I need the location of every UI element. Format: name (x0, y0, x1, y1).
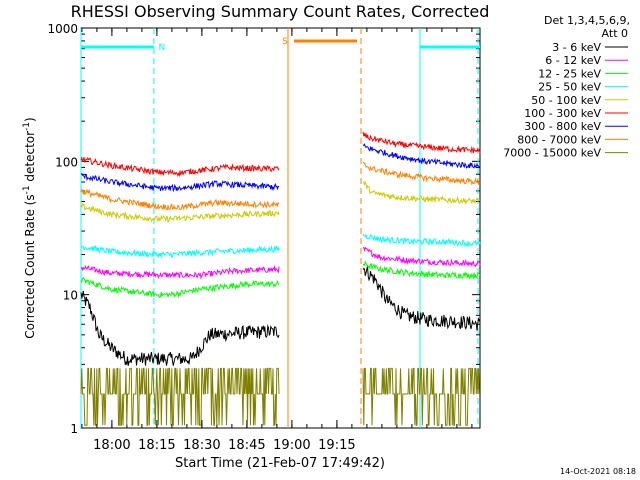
series-12-25kev (80, 260, 481, 299)
series-line (362, 180, 481, 204)
y-axis-label-main: Corrected Count Rate (s (23, 194, 37, 338)
y-tick-label: 100 (55, 155, 78, 169)
date-stamp: 14-Oct-2021 08:18 (560, 467, 636, 476)
series-line (80, 173, 280, 193)
annotation-label: N (159, 43, 166, 53)
x-tick-label: 19:00 (273, 438, 310, 453)
svg-text:Corrected Count Rate (s-1 dete: Corrected Count Rate (s-1 detector-1) (22, 117, 37, 338)
series-line (80, 156, 280, 178)
legend-header-2: Att 0 (602, 27, 628, 40)
series-line (81, 245, 280, 259)
legend-header-1: Det 1,3,4,5,6,9, (544, 14, 630, 27)
series-100-300kev (80, 131, 481, 178)
series-800-7000kev (80, 161, 481, 211)
series-line (362, 143, 481, 169)
y-tick-label: 1 (70, 422, 78, 436)
series-line (362, 367, 480, 426)
x-tick-label: 18:00 (93, 438, 130, 453)
annotation-label: S (282, 37, 288, 47)
x-axis-label: Start Time (21-Feb-07 17:49:42) (175, 456, 385, 471)
y-axis-label: Corrected Count Rate (s-1 detector-1) (22, 117, 37, 338)
series-line (80, 367, 280, 426)
x-tick-label: 19:15 (318, 438, 355, 453)
y-axis-label-mid: detector (23, 131, 37, 186)
x-tick-label: 18:45 (228, 438, 265, 453)
series-line (80, 202, 280, 223)
y-tick-label: 1000 (47, 22, 78, 36)
series-line (362, 266, 481, 331)
series-50-100kev (80, 180, 481, 223)
legend-label: 100 - 300 keV (524, 107, 601, 120)
legend-label: 6 - 12 keV (545, 54, 601, 67)
series-line (80, 290, 280, 366)
y-axis-label-end: ) (23, 117, 37, 122)
chart-title: RHESSI Observing Summary Count Rates, Co… (71, 2, 490, 21)
y-axis-label-sup1: -1 (22, 185, 32, 194)
x-tick-label: 18:30 (183, 438, 220, 453)
series-line (362, 260, 481, 280)
legend-label: 25 - 50 keV (538, 81, 601, 94)
legend-label: 300 - 800 keV (524, 120, 601, 133)
y-tick-label: 10 (63, 289, 78, 303)
series-300-800kev (80, 143, 481, 193)
series-line (80, 188, 280, 211)
series-7000-15000kev (80, 367, 480, 426)
series-3-6kev (80, 266, 481, 366)
legend-label: 800 - 7000 keV (517, 133, 601, 146)
series-line (362, 246, 481, 268)
y-axis-label-sup2: -1 (22, 122, 32, 131)
series-line (362, 233, 481, 248)
series-line (362, 131, 481, 154)
legend-label: 7000 - 15000 keV (503, 147, 601, 160)
legend-label: 12 - 25 keV (538, 67, 601, 80)
x-tick-label: 18:15 (138, 438, 175, 453)
series-6-12kev (80, 246, 481, 280)
legend-label: 3 - 6 keV (552, 41, 601, 54)
series-line (80, 264, 280, 280)
series-25-50kev (81, 233, 481, 259)
series-line (80, 276, 280, 299)
series-line (362, 161, 481, 186)
plot-area: 1 10 100 1000 18:00 18:15 18:30 18:45 19:00 19:15… (47, 22, 481, 453)
legend-label: 50 - 100 keV (531, 94, 601, 107)
